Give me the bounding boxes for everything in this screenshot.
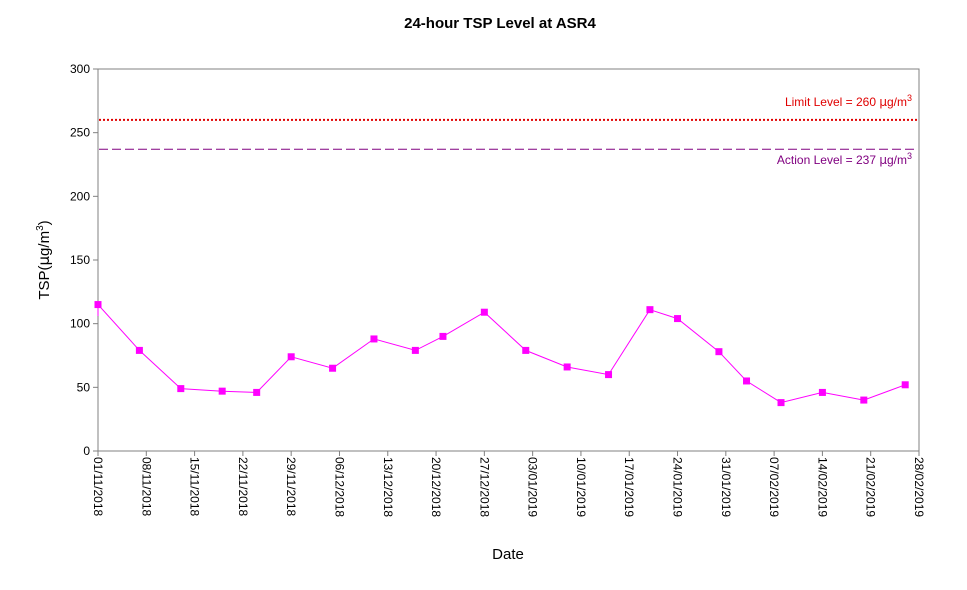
y-tick-label: 0	[83, 444, 90, 458]
data-point-marker	[901, 381, 909, 389]
x-tick-label: 24/01/2019	[671, 457, 685, 517]
data-point-marker	[253, 388, 261, 396]
data-point-marker	[135, 346, 143, 354]
x-axis-title: Date	[492, 546, 524, 563]
data-point-marker	[329, 364, 337, 372]
x-axis: 01/11/2018 08/11/2018 15/11/2018 22/11/2018…	[91, 451, 926, 517]
data-point-marker	[287, 353, 295, 361]
x-tick-label: 29/11/2018	[284, 457, 298, 516]
y-tick-label: 300	[70, 62, 90, 76]
reference-line-label: Limit Level = 260 μg/m3	[785, 93, 912, 109]
series-group	[94, 301, 909, 407]
data-point-marker	[480, 308, 488, 316]
x-tick-label: 10/01/2019	[574, 457, 588, 517]
data-point-marker	[605, 371, 613, 379]
data-point-marker	[94, 301, 102, 309]
x-tick-label: 06/12/2018	[332, 457, 346, 517]
y-tick-label: 250	[70, 126, 90, 140]
data-point-marker	[743, 377, 751, 385]
reference-line-label: Action Level = 237 μg/m3	[777, 151, 912, 167]
data-point-marker	[522, 346, 530, 354]
x-tick-label: 14/02/2019	[815, 457, 829, 517]
data-point-marker	[818, 388, 826, 396]
x-tick-label: 08/11/2018	[139, 457, 153, 516]
data-point-marker	[370, 335, 378, 343]
x-tick-label: 21/02/2019	[864, 457, 878, 517]
y-tick-label: 100	[70, 317, 90, 331]
chart-title: 24-hour TSP Level at ASR4	[404, 15, 596, 32]
x-tick-label: 15/11/2018	[188, 457, 202, 516]
x-tick-label: 27/12/2018	[477, 457, 491, 517]
x-tick-label: 28/02/2019	[912, 457, 926, 517]
x-tick-label: 13/12/2018	[381, 457, 395, 517]
y-tick-label: 150	[70, 253, 90, 267]
x-tick-label: 22/11/2018	[236, 457, 250, 516]
x-tick-label: 01/11/2018	[91, 457, 105, 516]
data-point-marker	[646, 306, 654, 314]
data-point-marker	[439, 332, 447, 340]
data-point-marker	[777, 399, 785, 407]
y-tick-label: 50	[77, 380, 91, 394]
reference-lines: Limit Level = 260 μg/m3 Action Level = 23…	[99, 93, 918, 167]
x-tick-label: 17/01/2019	[622, 457, 636, 517]
data-point-marker	[177, 385, 185, 393]
x-tick-label: 20/12/2018	[429, 457, 443, 517]
x-tick-label: 07/02/2019	[767, 457, 781, 517]
data-point-marker	[715, 348, 723, 356]
data-point-marker	[674, 315, 682, 323]
y-axis-title: TSP(μg/m3)	[35, 220, 53, 299]
x-tick-label: 03/01/2019	[526, 457, 540, 517]
y-axis: 0 50 100 150 200 250 300	[70, 62, 98, 458]
x-tick-label: 31/01/2019	[719, 457, 733, 517]
y-tick-label: 200	[70, 189, 90, 203]
data-point-marker	[411, 346, 419, 354]
data-point-marker	[860, 396, 868, 404]
data-point-marker	[563, 363, 571, 371]
data-point-marker	[218, 387, 226, 395]
